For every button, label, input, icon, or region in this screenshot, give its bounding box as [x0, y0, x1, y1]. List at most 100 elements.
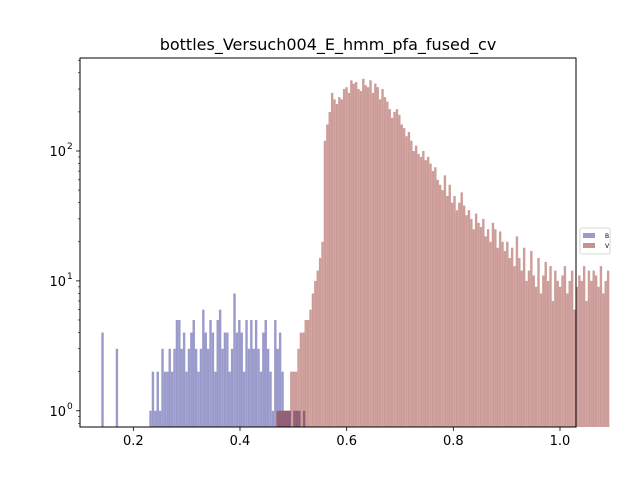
bar-v-52	[400, 124, 403, 428]
bar-v-101	[518, 258, 521, 427]
bar-v-36	[362, 78, 365, 428]
bar-b-6	[115, 348, 119, 427]
bar-b-42	[202, 309, 205, 427]
bar-v-79	[465, 215, 468, 427]
bar-v-91	[494, 229, 497, 427]
bar-v-75	[455, 210, 459, 427]
bar-b-50	[221, 348, 224, 427]
bar-b-24	[158, 410, 162, 427]
bar-v-66	[434, 167, 437, 428]
bar-v-111	[542, 275, 545, 427]
bar-v-77	[460, 192, 463, 427]
bar-v-64	[429, 163, 432, 427]
bar-v-133	[594, 275, 598, 427]
y-tick-exponent-2: 2	[67, 142, 73, 152]
bar-v-80	[467, 210, 471, 427]
legend-label-b: B	[605, 233, 609, 240]
bar-overlap-74	[278, 410, 282, 427]
bar-v-76	[458, 202, 461, 427]
bar-v-108	[534, 286, 538, 427]
bar-v-84	[477, 222, 480, 427]
bar-v-16	[314, 280, 317, 427]
bar-v-110	[539, 293, 543, 427]
legend-label-v: V	[605, 243, 610, 250]
series-v-bars	[275, 78, 610, 428]
bar-b-67	[262, 332, 265, 427]
bar-overlap-82	[298, 410, 301, 427]
bar-v-24	[333, 99, 336, 427]
bar-b-29	[170, 371, 174, 427]
x-tick-label-0: 0.2	[123, 434, 144, 449]
bar-v-109	[537, 258, 540, 427]
bar-v-60	[419, 156, 423, 427]
bar-v-43	[378, 99, 382, 427]
bar-v-106	[530, 250, 533, 427]
bar-b-37	[190, 332, 193, 427]
bar-b-47	[214, 371, 217, 427]
bar-v-58	[414, 145, 418, 427]
bar-b-65	[257, 348, 260, 427]
bar-v-7	[292, 371, 295, 427]
bar-b-62	[250, 319, 253, 427]
bar-b-26	[163, 371, 167, 427]
bar-v-59	[417, 153, 420, 427]
bar-v-62	[424, 160, 427, 428]
bar-b-70	[269, 371, 272, 427]
plot-area	[79, 57, 610, 428]
bar-v-55	[407, 132, 411, 427]
bar-v-125	[575, 286, 579, 427]
bar-b-25	[161, 348, 164, 427]
bar-v-10	[299, 332, 303, 427]
bar-b-53	[228, 371, 231, 427]
bar-b-20	[149, 410, 152, 427]
bar-v-47	[388, 109, 391, 428]
bar-b-57	[238, 319, 241, 427]
bar-b-46	[211, 332, 215, 427]
bar-b-31	[175, 319, 179, 427]
bar-b-55	[233, 293, 236, 427]
bar-b-59	[242, 371, 246, 427]
legend: B V	[579, 227, 611, 255]
bar-v-74	[453, 196, 456, 427]
bar-v-97	[508, 258, 511, 427]
bar-v-34	[357, 89, 360, 427]
bar-v-14	[309, 309, 312, 427]
bar-v-134	[597, 286, 600, 427]
bar-b-36	[187, 348, 191, 427]
bar-b-35	[185, 371, 188, 427]
bar-b-75	[281, 371, 284, 427]
bar-b-71	[271, 410, 275, 427]
bar-v-83	[474, 213, 478, 427]
bar-v-120	[563, 266, 567, 427]
bar-v-135	[599, 266, 603, 427]
bar-b-74	[278, 332, 282, 427]
bar-v-113	[546, 280, 550, 427]
bar-v-67	[436, 179, 439, 427]
bar-v-121	[566, 293, 569, 427]
bar-v-78	[462, 205, 466, 427]
bar-v-73	[450, 202, 454, 427]
bar-v-72	[448, 184, 451, 427]
bar-v-38	[366, 87, 370, 428]
bar-v-94	[501, 241, 504, 427]
bar-v-37	[364, 85, 367, 427]
bar-v-56	[410, 140, 413, 427]
bar-b-60	[245, 319, 248, 427]
bar-v-129	[585, 301, 588, 427]
bar-v-92	[496, 247, 499, 427]
bar-v-32	[352, 83, 355, 428]
bar-b-21	[151, 371, 155, 427]
y-tick-label-0: 10	[49, 405, 66, 420]
y-tick-label-2: 10	[49, 145, 66, 160]
bar-v-102	[520, 270, 523, 427]
bar-v-103	[522, 247, 526, 427]
y-tick-exponent-0: 0	[67, 402, 73, 412]
bar-b-61	[247, 348, 251, 427]
bar-v-53	[402, 128, 406, 427]
bar-v-137	[604, 280, 607, 427]
bar-v-130	[587, 270, 591, 427]
legend-swatch-v	[583, 243, 595, 248]
bar-b-68	[264, 319, 267, 427]
